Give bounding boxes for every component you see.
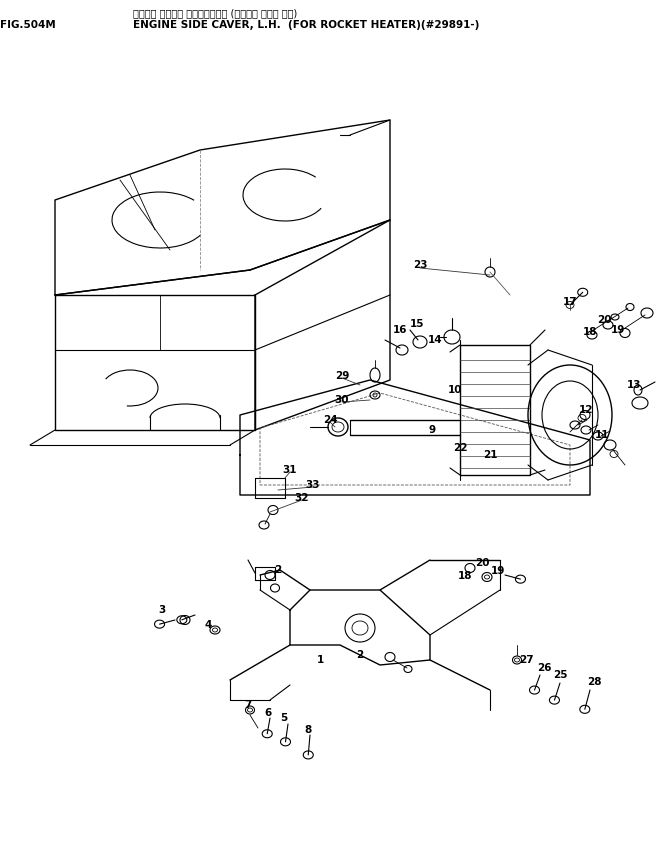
Text: 31: 31 <box>283 465 297 475</box>
Text: 28: 28 <box>587 677 601 687</box>
Text: 13: 13 <box>627 380 641 390</box>
Text: 1: 1 <box>316 655 324 665</box>
Text: 4: 4 <box>205 620 212 630</box>
Text: エンジン サイドア カバー、ヒダリ (ロケット ヒータ ヨウ): エンジン サイドア カバー、ヒダリ (ロケット ヒータ ヨウ) <box>133 8 297 18</box>
Text: 7: 7 <box>244 700 252 710</box>
Text: 16: 16 <box>393 325 407 335</box>
Text: 25: 25 <box>553 670 567 680</box>
Text: 12: 12 <box>579 405 593 415</box>
Text: 17: 17 <box>563 297 577 307</box>
Text: 11: 11 <box>594 430 609 440</box>
Text: 30: 30 <box>335 395 350 405</box>
Text: 2: 2 <box>356 650 363 660</box>
Text: 6: 6 <box>264 708 271 718</box>
Text: 3: 3 <box>158 605 166 615</box>
Text: 23: 23 <box>412 260 427 270</box>
Text: 15: 15 <box>410 319 424 329</box>
Text: 20: 20 <box>596 315 611 325</box>
Text: ENGINE SIDE CAVER, L.H.  (FOR ROCKET HEATER)(#29891-): ENGINE SIDE CAVER, L.H. (FOR ROCKET HEAT… <box>133 20 479 30</box>
Text: 19: 19 <box>611 325 625 335</box>
Text: 33: 33 <box>306 480 320 490</box>
Text: 18: 18 <box>457 571 472 581</box>
Text: 24: 24 <box>322 415 338 425</box>
Text: 2: 2 <box>274 565 281 575</box>
Text: 32: 32 <box>295 493 309 503</box>
Text: FIG.504M: FIG.504M <box>0 20 56 30</box>
Text: 14: 14 <box>428 335 442 345</box>
Text: 21: 21 <box>483 450 497 460</box>
Text: 8: 8 <box>305 725 312 735</box>
Text: 22: 22 <box>453 443 467 453</box>
Text: 9: 9 <box>428 425 436 435</box>
Text: 5: 5 <box>281 713 287 723</box>
Text: 27: 27 <box>519 655 534 665</box>
Text: 20: 20 <box>475 558 489 568</box>
Text: 18: 18 <box>583 327 597 337</box>
Text: 29: 29 <box>335 371 349 381</box>
Text: 10: 10 <box>448 385 462 395</box>
Text: 19: 19 <box>491 566 505 576</box>
Text: 26: 26 <box>537 663 551 673</box>
